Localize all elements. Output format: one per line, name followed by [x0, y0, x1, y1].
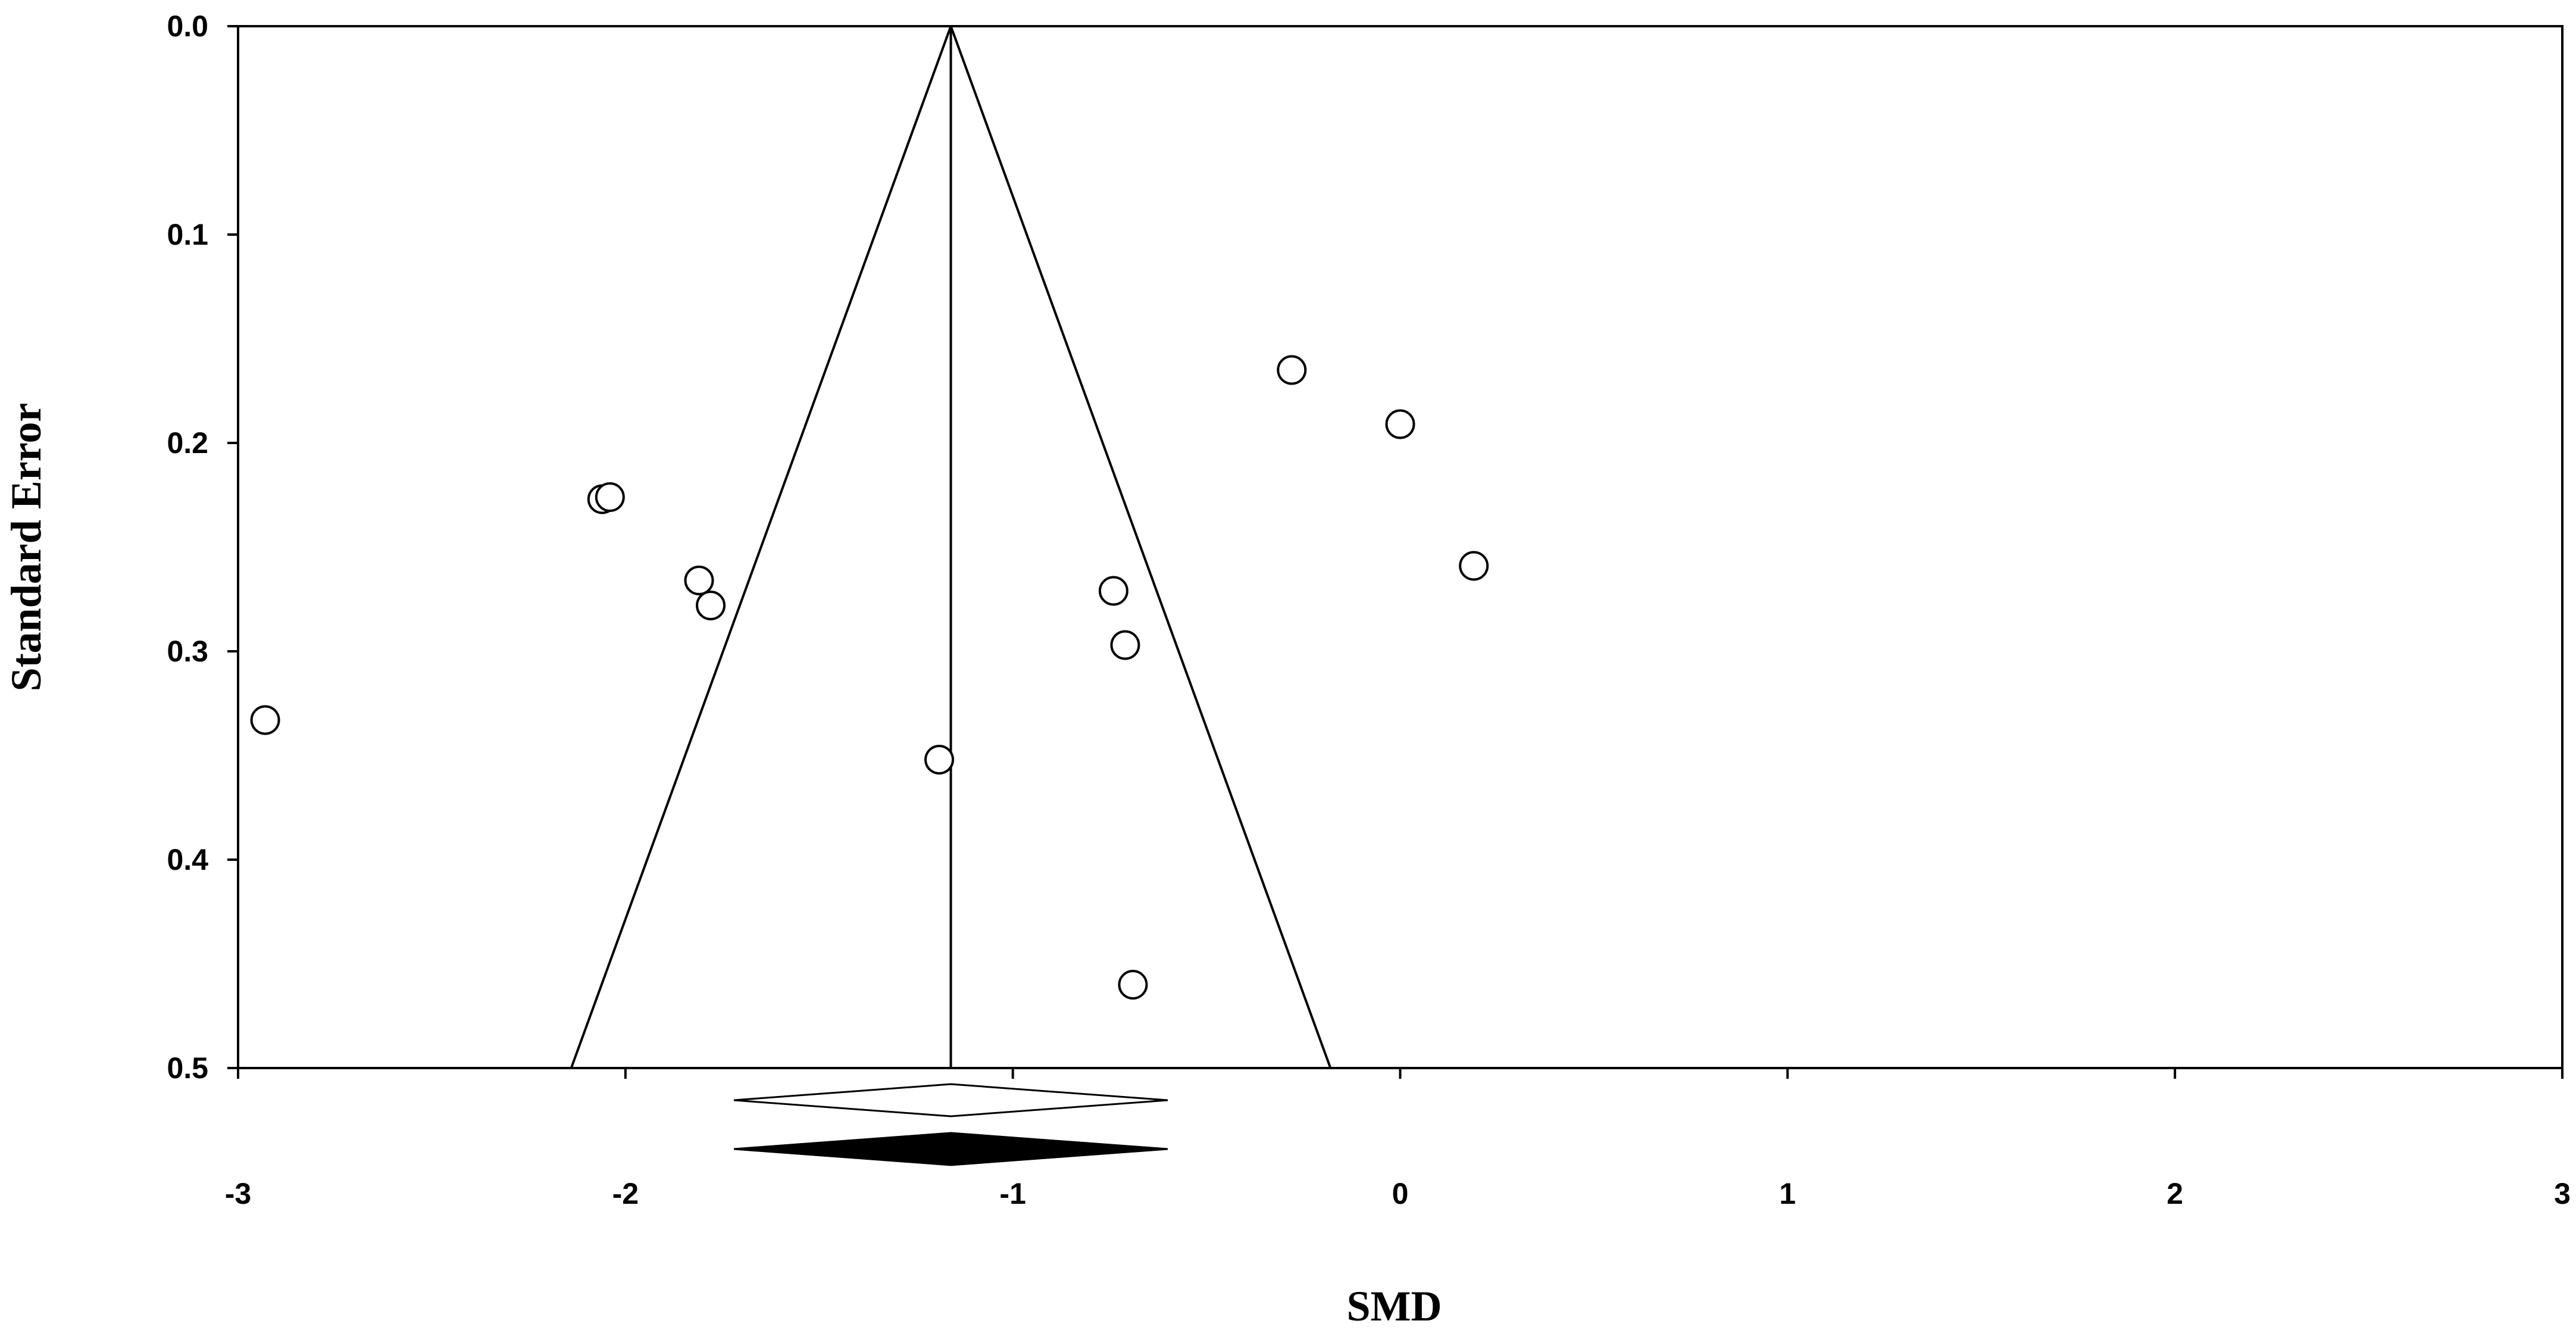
x-axis-title: SMD: [1347, 1282, 1442, 1330]
y-tick-label: 0.0: [167, 10, 208, 43]
funnel-lines: [570, 26, 1332, 1069]
y-tick-label: 0.4: [167, 843, 208, 876]
y-axis-title: Standard Error: [2, 403, 50, 692]
study-point: [684, 566, 714, 595]
funnel-left-line: [570, 26, 952, 1069]
x-tick-label: 2: [2167, 1177, 2183, 1210]
x-tick-label: -2: [612, 1177, 639, 1210]
y-tick-label: 0.5: [167, 1051, 208, 1085]
study-point: [1459, 551, 1489, 581]
y-tick-label: 0.3: [167, 635, 208, 668]
study-point: [924, 745, 955, 775]
summary-diamond-open: [733, 1083, 1168, 1117]
summary-diamond-filled: [733, 1132, 1168, 1166]
summary-diamonds: [733, 1083, 1168, 1166]
x-tick-label: -1: [999, 1177, 1026, 1210]
x-tick-label: 3: [2554, 1177, 2571, 1210]
study-point: [595, 482, 625, 512]
study-points: [250, 355, 1489, 1000]
x-tick-label: 1: [1779, 1177, 1796, 1210]
study-point: [1110, 630, 1140, 660]
y-tick-label: 0.1: [167, 218, 208, 251]
study-point: [1385, 409, 1415, 439]
x-tick-label: 0: [1392, 1177, 1409, 1210]
study-point: [696, 591, 726, 620]
x-tick-label: -3: [225, 1177, 251, 1210]
y-tick-label: 0.2: [167, 426, 208, 460]
x-axis-ticks: -3 -2 -1 0 1 2 3: [225, 1068, 2571, 1210]
funnel-right-line: [949, 26, 1332, 1069]
study-point: [1118, 970, 1148, 1000]
study-point: [1277, 355, 1307, 385]
study-point: [250, 705, 280, 735]
plot-frame: [237, 25, 2564, 1069]
study-point: [1098, 576, 1128, 606]
y-axis-ticks: 0.0 0.1 0.2 0.3 0.4 0.5: [167, 10, 238, 1085]
